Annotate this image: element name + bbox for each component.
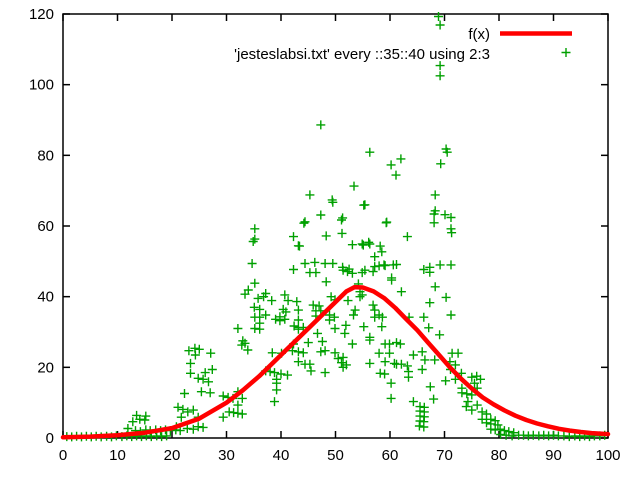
x-tick-label: 30 xyxy=(218,447,235,464)
x-tick-label: 10 xyxy=(109,447,126,464)
y-tick-label: 120 xyxy=(29,6,54,23)
y-tick-label: 40 xyxy=(37,289,54,306)
y-tick-label: 0 xyxy=(46,430,54,447)
x-tick-label: 50 xyxy=(327,447,344,464)
x-tick-label: 60 xyxy=(382,447,399,464)
axis-ticks xyxy=(62,13,609,439)
x-tick-label: 0 xyxy=(59,447,67,464)
y-tick-label: 100 xyxy=(29,77,54,94)
legend-label-fx: f(x) xyxy=(468,26,490,43)
x-tick-label: 70 xyxy=(436,447,453,464)
x-tick-label: 100 xyxy=(595,447,620,464)
legend: f(x) 'jesteslabsi.txt' every ::35::40 us… xyxy=(234,26,572,63)
x-tick-label: 20 xyxy=(164,447,181,464)
y-tick-label: 80 xyxy=(37,147,54,164)
legend-label-datafile: 'jesteslabsi.txt' every ::35::40 using 2… xyxy=(234,46,490,63)
plot-border xyxy=(62,13,609,439)
fx-curve xyxy=(60,284,611,440)
y-tick-label: 20 xyxy=(37,359,54,376)
x-tick-label: 90 xyxy=(545,447,562,464)
data-points xyxy=(62,12,610,442)
x-tick-label: 80 xyxy=(491,447,508,464)
x-tick-label: 40 xyxy=(273,447,290,464)
function-curve xyxy=(60,284,611,440)
scatter-series xyxy=(62,12,610,442)
legend-point-sample xyxy=(561,48,571,57)
y-tick-label: 60 xyxy=(37,218,54,235)
x-axis-tick-labels: 0 10 20 30 40 50 60 70 80 90 100 xyxy=(59,447,621,464)
y-axis-tick-labels: 0 20 40 60 80 100 120 xyxy=(29,6,54,447)
